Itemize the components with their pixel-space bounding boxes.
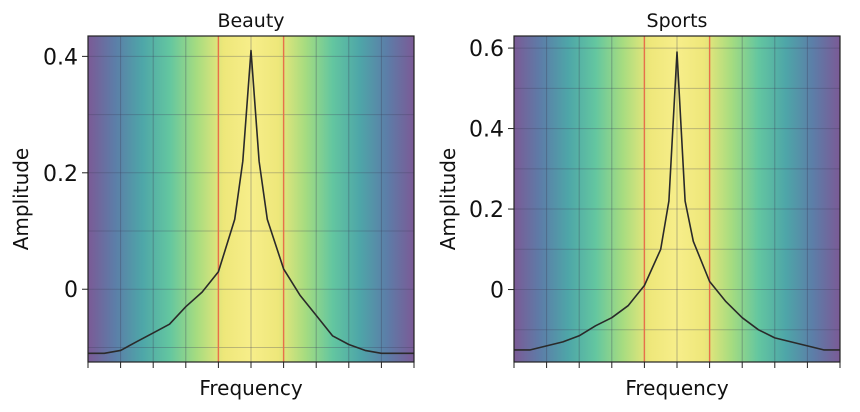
series-line — [88, 49, 414, 355]
series-line — [514, 51, 840, 351]
plot-background — [88, 36, 414, 362]
y-tick-label: 0 — [490, 279, 504, 304]
y-tick-label: 0.2 — [43, 162, 78, 187]
chart-title: Sports — [647, 10, 708, 32]
x-axis-label: Frequency — [625, 376, 728, 400]
x-axis-label: Frequency — [199, 376, 302, 400]
y-tick-label: 0.4 — [469, 118, 504, 143]
y-axis-label: Amplitude — [436, 148, 460, 251]
chart-title: Beauty — [217, 10, 284, 32]
plot-background — [514, 36, 840, 362]
y-tick-label: 0 — [64, 278, 78, 303]
chart-beauty: 0 0.2 0.4 Beauty Frequency Amplitude — [9, 10, 415, 400]
y-tick-label: 0.6 — [469, 37, 504, 62]
chart-sports: 0 0.2 0.4 0.6 Sports Frequency Amplitude — [436, 10, 841, 400]
y-tick-label: 0.4 — [43, 45, 78, 70]
y-axis-label: Amplitude — [9, 148, 33, 251]
y-tick-label: 0.2 — [469, 198, 504, 223]
